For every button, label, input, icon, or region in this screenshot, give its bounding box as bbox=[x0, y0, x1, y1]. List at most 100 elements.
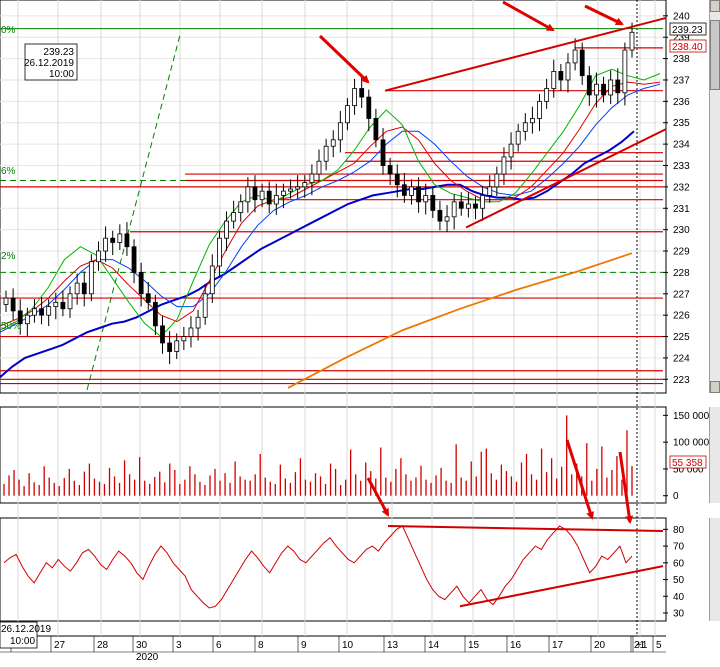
x-tick-label: 5 bbox=[656, 640, 662, 651]
cursor-date-tag: 26.12.2019 10:00 bbox=[0, 621, 51, 649]
candle-body bbox=[409, 186, 414, 196]
price-tick-label: 226 bbox=[673, 311, 690, 322]
annotation-arrow bbox=[565, 439, 594, 520]
price-tick-label: 228 bbox=[673, 268, 690, 279]
price-tick-label: 237 bbox=[673, 75, 690, 86]
oscillator-panel-frame bbox=[0, 517, 667, 622]
price-tick-label: 239 bbox=[673, 33, 690, 44]
cursor-date-label: 26.12.2019 bbox=[1, 624, 51, 635]
tooltip-date: 26.12.2019 bbox=[24, 58, 74, 69]
candle-body bbox=[309, 173, 315, 184]
price-tick-label: 235 bbox=[673, 118, 690, 129]
candle-body bbox=[281, 190, 286, 196]
candle-body bbox=[594, 83, 599, 96]
candle-body bbox=[423, 195, 429, 203]
oscillator-upper-trend bbox=[387, 525, 664, 533]
oscillator-tick-label: 60 bbox=[673, 558, 685, 569]
price-tick-label: 233 bbox=[673, 161, 690, 172]
annotation-arrow bbox=[618, 451, 634, 524]
x-tick-label: 8 bbox=[258, 640, 264, 651]
candle-body bbox=[316, 160, 322, 175]
panel-frames bbox=[0, 0, 667, 637]
x-tick-label: 30 bbox=[136, 640, 148, 651]
candle-body bbox=[217, 237, 222, 267]
oscillator-tick-label: 50 bbox=[673, 575, 685, 586]
candle-body bbox=[60, 301, 66, 310]
candle-body bbox=[3, 297, 9, 305]
candle-body bbox=[579, 49, 585, 77]
candle-body bbox=[88, 261, 94, 295]
price-tick-label: 223 bbox=[673, 375, 690, 386]
tooltip-price: 239.23 bbox=[43, 47, 74, 58]
x-tick-label: 14 bbox=[428, 640, 440, 651]
oscillator-tick-label: 80 bbox=[673, 525, 685, 536]
x-axis: 2627283036891013141516172021+15 bbox=[0, 636, 666, 653]
candle-body bbox=[53, 301, 59, 308]
volume-tick-label: 50 000 bbox=[673, 464, 704, 475]
price-tick-label: 225 bbox=[673, 332, 690, 343]
candle-body bbox=[437, 209, 443, 222]
volume-panel-scrollbar[interactable] bbox=[709, 407, 720, 503]
fib-label-2: 2% bbox=[1, 251, 16, 262]
candle-body bbox=[586, 75, 592, 96]
candle-body bbox=[401, 184, 407, 196]
volume-value-tag: 55 358 bbox=[669, 455, 707, 469]
candle-body bbox=[430, 195, 436, 211]
scroll-up-button[interactable] bbox=[710, 0, 720, 12]
candle-body bbox=[167, 342, 173, 352]
last-price-tag: 239.23 bbox=[669, 22, 707, 36]
candle-body bbox=[622, 49, 628, 94]
candle-body bbox=[565, 62, 571, 81]
candle-body bbox=[195, 316, 201, 329]
candle-body bbox=[152, 301, 158, 327]
candle-body bbox=[544, 88, 550, 102]
candle-body bbox=[110, 237, 116, 243]
candle-body bbox=[245, 186, 251, 203]
tooltip-time: 10:00 bbox=[49, 69, 74, 80]
annotation-arrow bbox=[366, 477, 390, 517]
candle-body bbox=[67, 293, 73, 310]
candle-body bbox=[323, 145, 329, 162]
x-month-label: 2020 bbox=[136, 652, 159, 663]
candle-body bbox=[96, 250, 101, 263]
oscillator-panel-scrollbar[interactable] bbox=[709, 518, 720, 621]
candle-body bbox=[394, 173, 400, 186]
candle-body bbox=[181, 336, 187, 342]
candle-body bbox=[515, 130, 521, 145]
sma-long-line bbox=[0, 130, 635, 378]
candle-body bbox=[39, 308, 44, 316]
candle-body bbox=[458, 201, 464, 209]
price-tick-label: 224 bbox=[673, 353, 690, 364]
candle-body bbox=[266, 190, 272, 205]
candle-body bbox=[494, 173, 500, 188]
volume-value-label: 55 358 bbox=[672, 458, 703, 469]
candle-body bbox=[117, 233, 123, 243]
candle-body bbox=[444, 216, 450, 222]
candle-body bbox=[160, 325, 165, 344]
candle-body bbox=[17, 310, 23, 325]
price-panel-frame bbox=[0, 0, 667, 394]
candle-body bbox=[601, 83, 606, 96]
annotation-arrows bbox=[318, 0, 634, 524]
grid-lines bbox=[0, 0, 663, 636]
candle-body bbox=[259, 190, 265, 201]
scroll-thumb[interactable] bbox=[710, 20, 720, 90]
candle-body bbox=[345, 105, 350, 124]
fib-levels bbox=[0, 28, 663, 391]
candle-body bbox=[508, 143, 514, 158]
candle-body bbox=[32, 308, 37, 316]
oscillator-tick-label: 30 bbox=[673, 608, 685, 619]
sma-orange-line bbox=[287, 252, 633, 389]
price-tick-label: 227 bbox=[673, 289, 690, 300]
candle-body bbox=[373, 118, 379, 141]
candle-body bbox=[302, 182, 308, 188]
marked-price-label: 238.40 bbox=[672, 42, 703, 53]
last-price-box bbox=[669, 22, 707, 36]
candle-body bbox=[359, 88, 365, 98]
candle-body bbox=[174, 340, 180, 352]
price-panel-scrollbar[interactable] bbox=[709, 0, 720, 393]
oscillator-lower-trend bbox=[459, 565, 664, 608]
scroll-down-button[interactable] bbox=[710, 381, 720, 393]
price-tick-label: 230 bbox=[673, 225, 690, 236]
